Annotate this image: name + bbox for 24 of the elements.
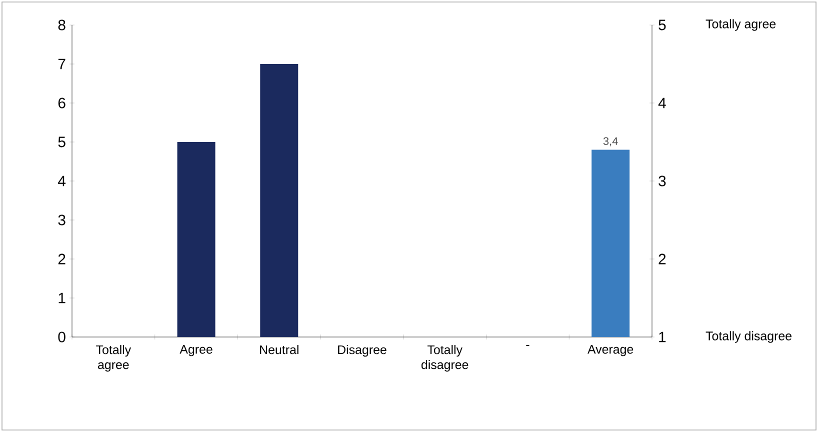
x-tick-label: Totally agree	[96, 345, 132, 372]
y-tick-label: 0	[58, 332, 66, 342]
x-tick-label: Totally disagree	[421, 345, 468, 372]
y-tick-label: 8	[58, 20, 66, 30]
y-tick-label: 1	[58, 292, 66, 304]
y-tick-label: 7	[58, 58, 66, 70]
y2-tick-label: 4	[658, 98, 666, 108]
x-tick-label: -	[526, 345, 530, 346]
y-tick-label: 4	[58, 176, 66, 186]
x-tick-label: Disagree	[338, 345, 386, 357]
y2-tick-label: 1	[659, 332, 666, 342]
x-tick-label: Neutral	[260, 345, 298, 354]
text: Totally agree	[706, 19, 776, 31]
data-label: 3,4	[603, 137, 618, 146]
y-tick-label: 3	[58, 214, 66, 226]
y2-tick-label: 3	[658, 176, 666, 186]
y2-tick-label: 2	[658, 254, 666, 264]
y-tick-label: 2	[58, 254, 66, 264]
y-tick-label: 5	[58, 136, 66, 148]
y2-tick-label: 5	[658, 20, 666, 30]
x-tick-label: Agree	[180, 345, 212, 356]
x-tick-label: Average	[588, 345, 634, 356]
y-tick-label: 6	[58, 98, 66, 108]
text: Totally disagree	[706, 331, 792, 343]
